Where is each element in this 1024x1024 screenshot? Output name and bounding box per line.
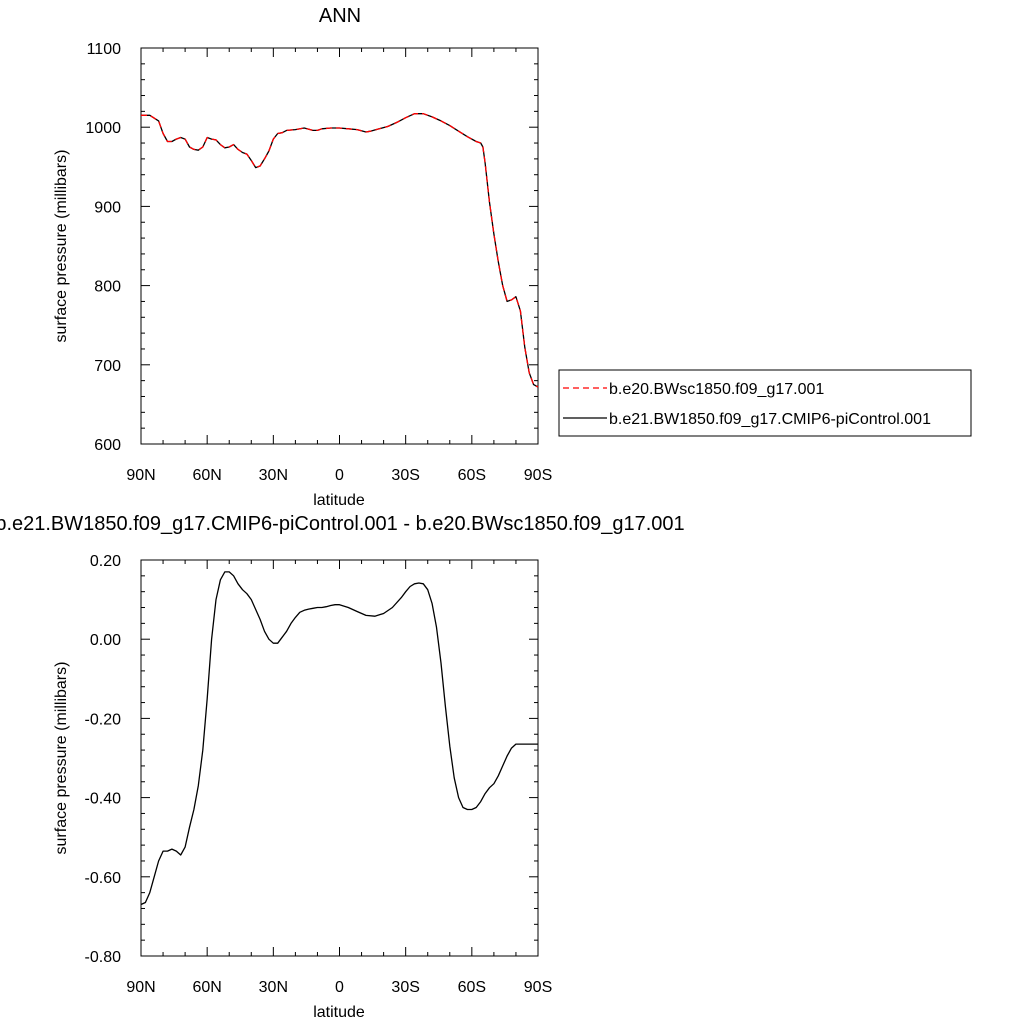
top-y-tick-label: 800 — [94, 279, 121, 296]
bottom-plot-ticks: 90N 60N 30N 0 30S 60S 90S -0.80 -0.60 -0.40 -0.20 0… — [85, 553, 553, 996]
top-plot-xlabel: latitude — [313, 492, 365, 509]
top-plot-ticks: 90N 60N 30N 0 30S 60S 90S 600 700 800 900 1000 1100 — [85, 41, 552, 484]
top-x-tick-label: 90S — [524, 467, 552, 484]
bottom-y-tick-label: -0.20 — [85, 711, 122, 728]
bottom-x-tick-label: 60N — [192, 979, 221, 996]
bottom-x-tick-label: 90N — [126, 979, 155, 996]
legend-frame — [558, 369, 972, 437]
bottom-x-tick-label: 90S — [524, 979, 552, 996]
top-y-tick-label: 1000 — [85, 120, 121, 137]
top-x-tick-label: 0 — [335, 467, 344, 484]
bottom-y-tick-label: -0.40 — [85, 791, 122, 808]
bottom-plot-panel: b.e21.BW1850.f09_g17.CMIP6-piControl.001… — [0, 513, 685, 1021]
bottom-plot-series — [140, 571, 538, 906]
top-plot-title: ANN — [319, 5, 361, 27]
top-x-tick-label: 30S — [391, 467, 419, 484]
top-y-tick-label: 900 — [94, 199, 121, 216]
legend-label-bwsc1850: b.e20.BWsc1850.f09_g17.001 — [609, 381, 824, 398]
bottom-x-tick-label: 30S — [391, 979, 419, 996]
top-x-tick-label: 30N — [259, 467, 288, 484]
top-x-tick-label: 60S — [458, 467, 486, 484]
bottom-series-line-0 — [140, 571, 538, 906]
bottom-y-tick-label: -0.80 — [85, 949, 122, 966]
bottom-y-tick-label: 0.20 — [90, 553, 121, 570]
bottom-y-tick-label: 0.00 — [90, 632, 121, 649]
bottom-plot-title: b.e21.BW1850.f09_g17.CMIP6-piControl.001… — [0, 513, 685, 535]
bottom-plot-frame — [140, 559, 539, 957]
bottom-x-tick-label: 0 — [335, 979, 344, 996]
bottom-plot-xlabel: latitude — [313, 1004, 365, 1021]
bottom-y-tick-label: -0.60 — [85, 870, 122, 887]
top-plot-series — [141, 113, 539, 388]
top-y-tick-label: 1100 — [87, 41, 122, 58]
top-plot-panel: ANN 90N 60N 30N 0 30S 60S 90S 600 700 800 900 1000 1… — [53, 5, 552, 509]
top-plot-frame — [140, 47, 539, 445]
top-y-tick-label: 700 — [94, 358, 121, 375]
top-plot-ylabel: surface pressure (millibars) — [53, 150, 70, 343]
bottom-plot-ylabel: surface pressure (millibars) — [53, 662, 70, 855]
top-series-line-0 — [141, 113, 539, 388]
top-y-tick-label: 600 — [94, 437, 121, 454]
bottom-x-tick-label: 30N — [259, 979, 288, 996]
top-x-tick-label: 90N — [126, 467, 155, 484]
top-series-line-1 — [141, 113, 539, 388]
bottom-x-tick-label: 60S — [458, 979, 486, 996]
top-x-tick-label: 60N — [192, 467, 221, 484]
legend: b.e20.BWsc1850.f09_g17.001 b.e21.BW1850.… — [558, 369, 972, 437]
legend-label-bw1850: b.e21.BW1850.f09_g17.CMIP6-piControl.001 — [609, 411, 931, 428]
